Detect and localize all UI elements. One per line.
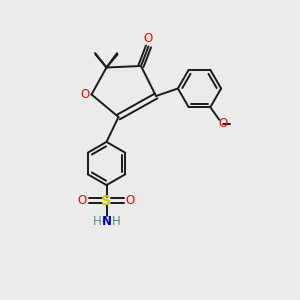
Text: O: O [219,117,228,130]
Text: O: O [126,194,135,207]
Text: H: H [92,215,101,228]
Text: O: O [78,194,87,207]
Text: O: O [144,32,153,45]
Text: ·: · [118,217,121,227]
Text: O: O [80,88,89,101]
Text: S: S [101,194,112,208]
Text: N: N [101,215,112,228]
Text: H: H [112,215,121,228]
Text: ·: · [100,217,103,227]
